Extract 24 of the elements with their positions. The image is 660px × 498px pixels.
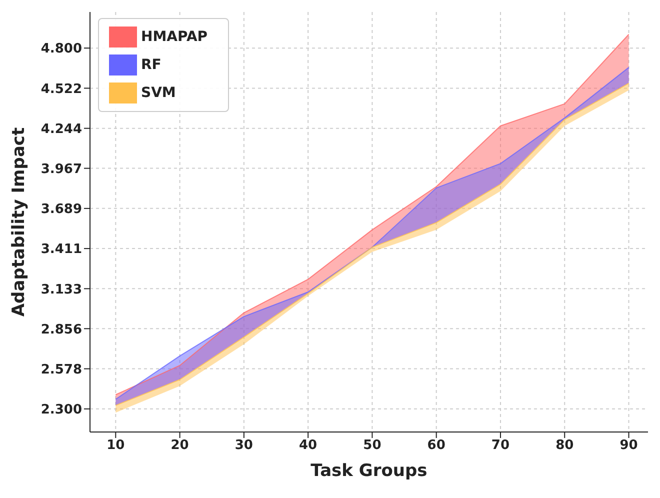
y-tick-label: 2.300 bbox=[40, 402, 82, 418]
y-tick-label: 4.522 bbox=[40, 82, 82, 97]
x-tick-label: 10 bbox=[106, 438, 125, 454]
x-tick-label: 90 bbox=[620, 438, 638, 454]
x-axis-title: Task Groups bbox=[310, 461, 428, 481]
y-tick-label: 2.578 bbox=[40, 362, 82, 378]
x-tick-label: 70 bbox=[491, 438, 510, 454]
y-axis-title: Adaptability Impact bbox=[9, 127, 30, 317]
y-tick-label: 3.967 bbox=[40, 162, 82, 177]
y-tick-label: 3.133 bbox=[40, 282, 82, 298]
y-tick-label: 4.800 bbox=[40, 42, 82, 57]
x-tick-label: 50 bbox=[363, 438, 382, 454]
y-tick-label: 3.689 bbox=[40, 202, 82, 218]
y-tick-label: 3.411 bbox=[40, 242, 82, 258]
x-tick-label: 40 bbox=[299, 438, 318, 454]
x-tick-label: 80 bbox=[556, 438, 574, 454]
x-tick-label: 20 bbox=[170, 438, 189, 454]
legend-label: RF bbox=[141, 56, 162, 73]
legend-label: HMAPAP bbox=[141, 28, 208, 45]
y-tick-label: 4.244 bbox=[40, 122, 82, 137]
x-tick-label: 30 bbox=[234, 438, 253, 454]
x-tick-label: 60 bbox=[427, 438, 446, 454]
y-tick-label: 2.856 bbox=[40, 322, 82, 338]
legend-label: SVM bbox=[141, 84, 176, 101]
